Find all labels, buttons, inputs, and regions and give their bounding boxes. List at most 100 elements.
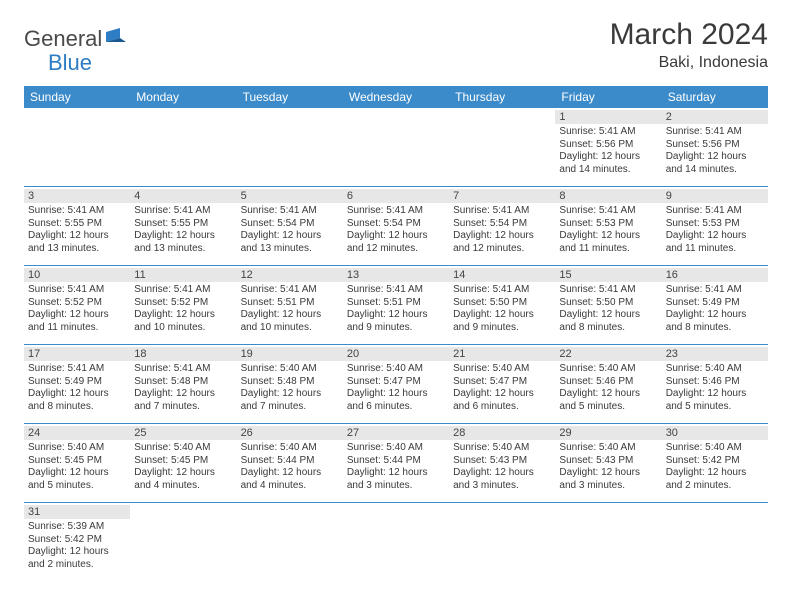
- cell-line: Sunset: 5:56 PM: [666, 139, 764, 152]
- cell-line: Daylight: 12 hours: [28, 388, 126, 401]
- cell-line: Sunset: 5:50 PM: [559, 297, 657, 310]
- cell-line: Sunset: 5:50 PM: [453, 297, 551, 310]
- cell-line: and 4 minutes.: [134, 480, 232, 493]
- calendar-cell: 28Sunrise: 5:40 AMSunset: 5:43 PMDayligh…: [449, 424, 555, 502]
- cell-line: and 6 minutes.: [347, 401, 445, 414]
- cell-line: Sunrise: 5:40 AM: [241, 442, 339, 455]
- cell-line: Daylight: 12 hours: [134, 309, 232, 322]
- day-number: 13: [343, 268, 449, 282]
- calendar-cell: [237, 108, 343, 186]
- cell-line: and 5 minutes.: [559, 401, 657, 414]
- day-header-fri: Friday: [555, 86, 661, 108]
- cell-line: Sunrise: 5:41 AM: [453, 284, 551, 297]
- calendar-cell: 8Sunrise: 5:41 AMSunset: 5:53 PMDaylight…: [555, 187, 661, 265]
- cell-line: and 10 minutes.: [134, 322, 232, 335]
- calendar-cell: 11Sunrise: 5:41 AMSunset: 5:52 PMDayligh…: [130, 266, 236, 344]
- cell-line: Sunrise: 5:40 AM: [347, 363, 445, 376]
- day-number: 29: [555, 426, 661, 440]
- cell-line: and 13 minutes.: [28, 243, 126, 256]
- cell-line: and 8 minutes.: [28, 401, 126, 414]
- calendar-week: 1 Sunrise: 5:41 AM Sunset: 5:56 PM Daylight…: [24, 108, 768, 187]
- cell-line: Daylight: 12 hours: [666, 230, 764, 243]
- cell-line: Sunrise: 5:40 AM: [28, 442, 126, 455]
- calendar-cell: 15Sunrise: 5:41 AMSunset: 5:50 PMDayligh…: [555, 266, 661, 344]
- calendar-cell: [343, 503, 449, 581]
- day-number: 8: [555, 189, 661, 203]
- cell-line: Sunset: 5:43 PM: [559, 455, 657, 468]
- calendar-cell: 6Sunrise: 5:41 AMSunset: 5:54 PMDaylight…: [343, 187, 449, 265]
- day-number: 23: [662, 347, 768, 361]
- calendar-cell: 27Sunrise: 5:40 AMSunset: 5:44 PMDayligh…: [343, 424, 449, 502]
- cell-line: and 3 minutes.: [559, 480, 657, 493]
- calendar-cell: 10Sunrise: 5:41 AMSunset: 5:52 PMDayligh…: [24, 266, 130, 344]
- calendar-week: 3Sunrise: 5:41 AMSunset: 5:55 PMDaylight…: [24, 187, 768, 266]
- cell-line: and 9 minutes.: [453, 322, 551, 335]
- cell-line: Sunset: 5:46 PM: [559, 376, 657, 389]
- cell-line: Sunrise: 5:40 AM: [453, 363, 551, 376]
- cell-line: and 3 minutes.: [347, 480, 445, 493]
- calendar-cell: 25Sunrise: 5:40 AMSunset: 5:45 PMDayligh…: [130, 424, 236, 502]
- cell-line: Sunset: 5:43 PM: [453, 455, 551, 468]
- calendar-cell: 3 Sunrise: 5:41 AMSunset: 5:55 PMDaylight…: [24, 187, 130, 265]
- cell-line: Daylight: 12 hours: [559, 467, 657, 480]
- day-number: 1: [555, 110, 661, 124]
- day-number: 31: [24, 505, 130, 519]
- cell-line: Daylight: 12 hours: [347, 388, 445, 401]
- cell-line: Sunrise: 5:41 AM: [559, 126, 657, 139]
- cell-line: Sunset: 5:47 PM: [347, 376, 445, 389]
- logo-text-blue-wrap: Blue: [48, 50, 92, 76]
- calendar-cell: [24, 108, 130, 186]
- cell-line: Sunset: 5:55 PM: [28, 218, 126, 231]
- cell-line: Daylight: 12 hours: [241, 309, 339, 322]
- cell-line: Sunrise: 5:40 AM: [134, 442, 232, 455]
- calendar-cell: 14Sunrise: 5:41 AMSunset: 5:50 PMDayligh…: [449, 266, 555, 344]
- calendar-cell: 7Sunrise: 5:41 AMSunset: 5:54 PMDaylight…: [449, 187, 555, 265]
- cell-line: Sunrise: 5:40 AM: [241, 363, 339, 376]
- cell-line: Daylight: 12 hours: [134, 467, 232, 480]
- cell-line: Sunset: 5:54 PM: [453, 218, 551, 231]
- calendar-cell: 26Sunrise: 5:40 AMSunset: 5:44 PMDayligh…: [237, 424, 343, 502]
- cell-line: Sunrise: 5:40 AM: [559, 442, 657, 455]
- calendar-cell: [662, 503, 768, 581]
- day-number: 3: [24, 189, 130, 203]
- day-number: 5: [237, 189, 343, 203]
- cell-line: Daylight: 12 hours: [453, 230, 551, 243]
- calendar-cell: [555, 503, 661, 581]
- calendar-cell: 16Sunrise: 5:41 AMSunset: 5:49 PMDayligh…: [662, 266, 768, 344]
- day-number: 11: [130, 268, 236, 282]
- day-number: 9: [662, 189, 768, 203]
- cell-line: and 7 minutes.: [241, 401, 339, 414]
- logo-text-blue: Blue: [48, 50, 92, 75]
- cell-line: and 5 minutes.: [28, 480, 126, 493]
- cell-line: Sunrise: 5:39 AM: [28, 521, 126, 534]
- calendar-cell: [130, 108, 236, 186]
- cell-line: Sunset: 5:55 PM: [134, 218, 232, 231]
- cell-line: Sunset: 5:42 PM: [666, 455, 764, 468]
- cell-line: and 13 minutes.: [134, 243, 232, 256]
- cell-line: Daylight: 12 hours: [559, 151, 657, 164]
- cell-line: Sunset: 5:53 PM: [559, 218, 657, 231]
- day-number: 20: [343, 347, 449, 361]
- cell-line: Sunset: 5:45 PM: [134, 455, 232, 468]
- calendar-cell: 17Sunrise: 5:41 AMSunset: 5:49 PMDayligh…: [24, 345, 130, 423]
- cell-line: Daylight: 12 hours: [559, 230, 657, 243]
- calendar-cell: 21Sunrise: 5:40 AMSunset: 5:47 PMDayligh…: [449, 345, 555, 423]
- day-header-tue: Tuesday: [237, 86, 343, 108]
- cell-line: Sunset: 5:51 PM: [241, 297, 339, 310]
- cell-line: Sunset: 5:48 PM: [134, 376, 232, 389]
- cell-line: Daylight: 12 hours: [28, 230, 126, 243]
- cell-line: Sunrise: 5:41 AM: [347, 205, 445, 218]
- calendar-cell: 18Sunrise: 5:41 AMSunset: 5:48 PMDayligh…: [130, 345, 236, 423]
- day-number: 26: [237, 426, 343, 440]
- cell-line: Sunrise: 5:41 AM: [28, 205, 126, 218]
- cell-line: Sunrise: 5:40 AM: [559, 363, 657, 376]
- cell-line: and 14 minutes.: [559, 164, 657, 177]
- cell-line: and 8 minutes.: [666, 322, 764, 335]
- flag-icon: [106, 28, 126, 51]
- cell-line: Sunset: 5:47 PM: [453, 376, 551, 389]
- day-header-row: Sunday Monday Tuesday Wednesday Thursday…: [24, 86, 768, 108]
- day-number: 7: [449, 189, 555, 203]
- calendar-cell: 9Sunrise: 5:41 AMSunset: 5:53 PMDaylight…: [662, 187, 768, 265]
- day-number: 2: [662, 110, 768, 124]
- cell-line: Sunset: 5:51 PM: [347, 297, 445, 310]
